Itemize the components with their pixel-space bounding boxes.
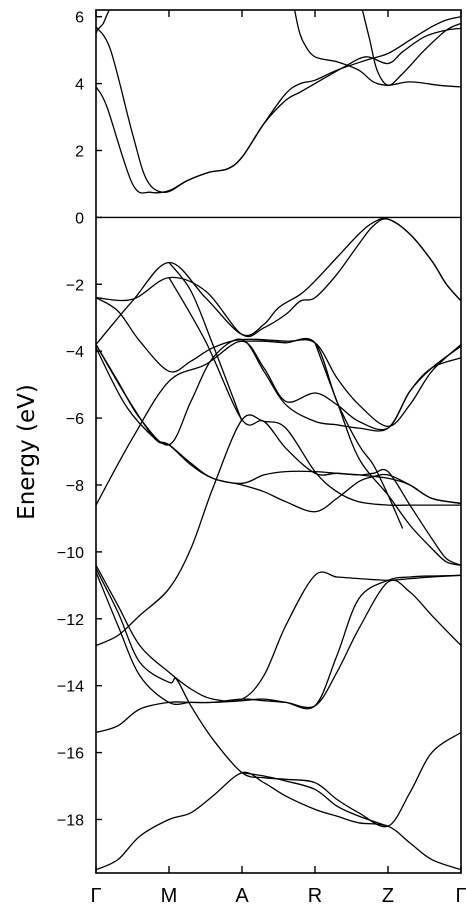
y-tick-label: 4 [75, 77, 84, 94]
band-line [96, 568, 461, 828]
plot-frame [95, 9, 462, 874]
y-tick-label: −6 [66, 411, 84, 428]
band-line [96, 10, 110, 34]
x-tick-label: M [161, 885, 178, 907]
y-tick-label: −18 [57, 812, 84, 829]
x-tick-label: R [308, 885, 322, 907]
x-tick-label: A [235, 885, 249, 907]
y-ticks: 6 4 2 0 −2 −4 −6 −8 −10 −12 −14 −16 −18 [57, 10, 102, 829]
band-line [314, 342, 461, 566]
band-line [96, 338, 461, 446]
band-line [168, 262, 243, 422]
band-line [96, 218, 461, 338]
band-line [96, 414, 461, 647]
y-tick-label: 0 [75, 210, 84, 227]
y-axis-label: Energy (eV) [14, 384, 40, 520]
band-line [241, 337, 404, 529]
y-tick-label: −4 [66, 344, 84, 361]
y-tick-label: 6 [75, 10, 84, 27]
band-line [96, 347, 461, 513]
y-tick-label: −14 [57, 679, 84, 696]
band-line [96, 27, 461, 194]
band-line [241, 772, 389, 827]
x-tick-label: Γ [455, 885, 466, 907]
y-tick-label: −16 [57, 746, 84, 763]
band-line [96, 574, 461, 734]
band-line [96, 16, 461, 193]
y-tick-label: −2 [66, 277, 84, 294]
band-line [361, 10, 461, 86]
band-line [293, 10, 461, 88]
band-line [96, 344, 461, 505]
bands [96, 10, 461, 871]
x-tick-label: Z [382, 885, 394, 907]
band-line [96, 571, 461, 709]
band-line [96, 297, 461, 428]
y-tick-label: 2 [75, 143, 84, 160]
band-line [96, 564, 461, 702]
y-tick-label: −12 [57, 612, 84, 629]
band-line [96, 771, 461, 871]
band-line [96, 217, 461, 345]
y-tick-label: −10 [57, 545, 84, 562]
x-tick-label: Γ [90, 885, 101, 907]
y-tick-label: −8 [66, 478, 84, 495]
